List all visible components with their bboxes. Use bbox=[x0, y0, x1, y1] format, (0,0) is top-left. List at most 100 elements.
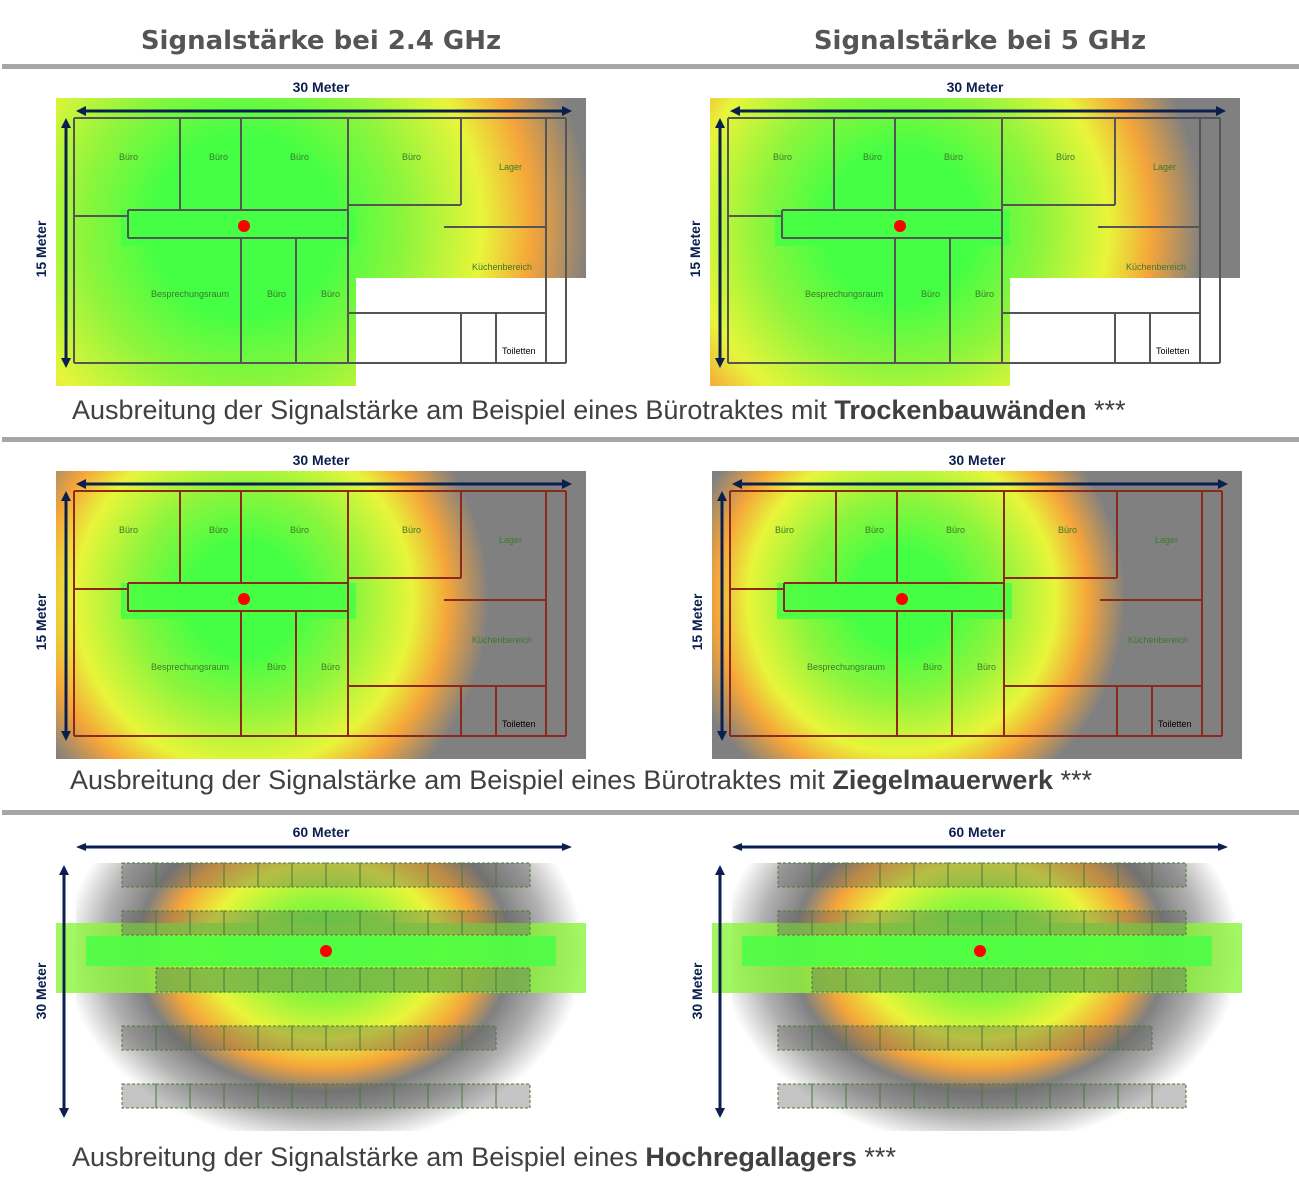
room-label: Toiletten bbox=[1158, 719, 1192, 729]
warehouse-heatmap bbox=[712, 843, 1242, 1131]
rack-shelf bbox=[1015, 862, 1051, 888]
unmeasured-area bbox=[356, 278, 586, 386]
room-label: Büro bbox=[119, 525, 138, 535]
rack-shelf bbox=[913, 862, 949, 888]
rack-shelf bbox=[393, 862, 429, 888]
room-label: Büro bbox=[267, 289, 286, 299]
rack-shelf bbox=[495, 862, 531, 888]
rack-shelf bbox=[1117, 1025, 1153, 1051]
room-label: Büro bbox=[865, 525, 884, 535]
rack-shelf bbox=[879, 862, 915, 888]
rack-shelf bbox=[495, 1083, 531, 1109]
room-label: Büro bbox=[267, 662, 286, 672]
rack-shelf bbox=[1151, 862, 1187, 888]
corridor-strong-signal bbox=[775, 210, 1010, 246]
rack-shelf bbox=[1049, 910, 1085, 936]
rack-shelf bbox=[121, 1083, 157, 1109]
rack-shelf bbox=[325, 1083, 361, 1109]
access-point-marker bbox=[238, 220, 250, 232]
header-2-4ghz: Signalstärke bei 2.4 GHz bbox=[140, 26, 502, 56]
rack-shelf bbox=[427, 1025, 463, 1051]
rack-shelf bbox=[1117, 967, 1153, 993]
rack-shelf bbox=[1151, 967, 1187, 993]
rack-shelf bbox=[393, 1025, 429, 1051]
rack-shelf bbox=[913, 1025, 949, 1051]
rack-shelf bbox=[291, 862, 327, 888]
rack-shelf bbox=[393, 910, 429, 936]
rack-shelf bbox=[1015, 910, 1051, 936]
room-label: Besprechungsraum bbox=[807, 662, 885, 672]
room-label: Büro bbox=[977, 662, 996, 672]
rack-shelf bbox=[359, 910, 395, 936]
rack-shelf bbox=[777, 910, 813, 936]
rack-shelf bbox=[155, 967, 191, 993]
rack-shelf bbox=[257, 910, 293, 936]
rack-shelf bbox=[845, 1025, 881, 1051]
room-label: Büro bbox=[1058, 525, 1077, 535]
rack-shelf bbox=[777, 1025, 813, 1051]
room-label: Büro bbox=[119, 152, 138, 162]
rack-shelf bbox=[879, 1083, 915, 1109]
rack-shelf bbox=[189, 1025, 225, 1051]
rack-shelf bbox=[879, 967, 915, 993]
rack-shelf bbox=[1151, 910, 1187, 936]
rack-shelf bbox=[845, 862, 881, 888]
height-label: 30 Meter bbox=[33, 962, 49, 1020]
rack-shelf bbox=[189, 862, 225, 888]
rack-shelf bbox=[913, 967, 949, 993]
rack-shelf bbox=[1117, 862, 1153, 888]
room-label: Büro bbox=[402, 525, 421, 535]
rack-shelf bbox=[495, 910, 531, 936]
width-label: 30 Meter bbox=[292, 452, 350, 468]
room-label: Büro bbox=[944, 152, 963, 162]
rack-shelf bbox=[121, 1025, 157, 1051]
rack-shelf bbox=[121, 862, 157, 888]
rack-shelf bbox=[359, 1025, 395, 1051]
room-label: Toiletten bbox=[502, 346, 536, 356]
room-label: Büro bbox=[290, 152, 309, 162]
room-label: Toiletten bbox=[502, 719, 536, 729]
room-label: Büro bbox=[975, 289, 994, 299]
rack-shelf bbox=[155, 1083, 191, 1109]
width-label: 60 Meter bbox=[292, 824, 350, 840]
rack-shelf bbox=[811, 910, 847, 936]
rack-shelf bbox=[427, 862, 463, 888]
rack-shelf bbox=[257, 1025, 293, 1051]
rack-shelf bbox=[427, 967, 463, 993]
rack-shelf bbox=[461, 862, 497, 888]
room-label: Büro bbox=[209, 525, 228, 535]
rack-shelf bbox=[257, 1083, 293, 1109]
rack-shelf bbox=[291, 910, 327, 936]
rack-shelf bbox=[777, 862, 813, 888]
room-label: Büro bbox=[921, 289, 940, 299]
height-label: 15 Meter bbox=[33, 593, 49, 651]
rack-shelf bbox=[223, 910, 259, 936]
rack-shelf bbox=[1083, 910, 1119, 936]
rack-shelf bbox=[1015, 1083, 1051, 1109]
room-label: Büro bbox=[923, 662, 942, 672]
room-label: Büro bbox=[209, 152, 228, 162]
rack-shelf bbox=[913, 1083, 949, 1109]
rack-shelf bbox=[1015, 967, 1051, 993]
rack-shelf bbox=[981, 910, 1017, 936]
rack-shelf bbox=[257, 967, 293, 993]
room-label: Lager bbox=[1155, 535, 1178, 545]
height-label: 15 Meter bbox=[689, 593, 705, 651]
height-label: 30 Meter bbox=[689, 962, 705, 1020]
rack-shelf bbox=[777, 1083, 813, 1109]
rack-shelf bbox=[981, 1083, 1017, 1109]
room-label: Büro bbox=[321, 662, 340, 672]
rack-shelf bbox=[461, 967, 497, 993]
room-label: Lager bbox=[499, 535, 522, 545]
warehouse-heatmap bbox=[56, 843, 586, 1131]
height-label: 15 Meter bbox=[687, 220, 703, 278]
caption-brick: Ausbreitung der Signalstärke am Beispiel… bbox=[70, 765, 1093, 795]
room-label: Küchenbereich bbox=[472, 262, 532, 272]
room-label: Besprechungsraum bbox=[151, 662, 229, 672]
rack-shelf bbox=[359, 862, 395, 888]
rack-shelf bbox=[981, 862, 1017, 888]
rack-shelf bbox=[189, 967, 225, 993]
rack-shelf bbox=[811, 1083, 847, 1109]
rack-shelf bbox=[1015, 1025, 1051, 1051]
room-label: Büro bbox=[775, 525, 794, 535]
